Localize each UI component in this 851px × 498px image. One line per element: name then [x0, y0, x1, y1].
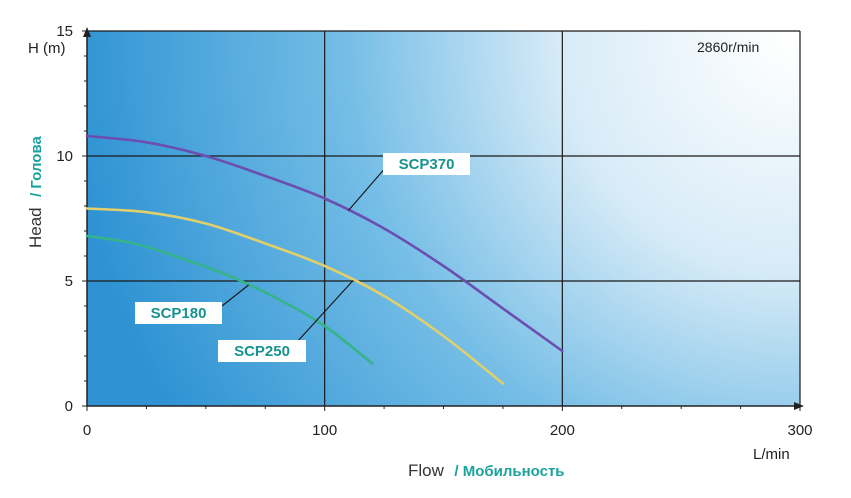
x-axis-title: Flow / Мобильность	[408, 461, 565, 480]
series-line-scp180	[85, 234, 374, 365]
x-tick-label: 0	[83, 422, 91, 439]
series-label-scp180: SCP180	[151, 305, 207, 322]
leader-line-scp250	[295, 279, 354, 344]
x-tick-label: 200	[550, 422, 575, 439]
y-tick-label: 10	[56, 148, 73, 165]
series-label-scp370: SCP370	[399, 156, 455, 173]
series-label-box-scp250	[218, 340, 306, 362]
leader-line-scp370	[347, 165, 388, 211]
tick-labels: 0 100 200 300 0 5 10 15	[56, 23, 812, 439]
speed-label: 2860r/min	[697, 39, 759, 55]
series-labels: SCP370 SCP250 SCP180	[135, 153, 470, 362]
leader-line-scp180	[221, 284, 249, 307]
series-line-scp250	[85, 207, 505, 385]
series-label-box-scp180	[135, 302, 222, 324]
x-tick-label: 300	[787, 422, 812, 439]
x-unit-label: L/min	[753, 446, 790, 463]
y-tick-label: 15	[56, 23, 73, 40]
series-label-box-scp370	[383, 153, 470, 175]
series-lines	[85, 134, 564, 385]
y-axis-title-main: Head	[26, 207, 45, 248]
y-axis-title: Head / Голова	[26, 136, 45, 248]
x-axis-title-secondary: / Мобильность	[454, 463, 564, 480]
y-axis-arrow	[83, 27, 91, 37]
y-tick-label: 0	[65, 398, 73, 415]
series-line-scp370	[85, 134, 564, 353]
x-tick-label: 100	[312, 422, 337, 439]
plot-area	[87, 31, 800, 406]
x-axis-arrow	[794, 402, 804, 410]
y-tick-label: 5	[65, 273, 73, 290]
y-unit-label: H (m)	[28, 40, 66, 57]
x-axis-title-main: Flow	[408, 461, 445, 480]
series-label-scp250: SCP250	[234, 343, 290, 360]
y-axis-title-secondary: / Голова	[28, 136, 45, 197]
